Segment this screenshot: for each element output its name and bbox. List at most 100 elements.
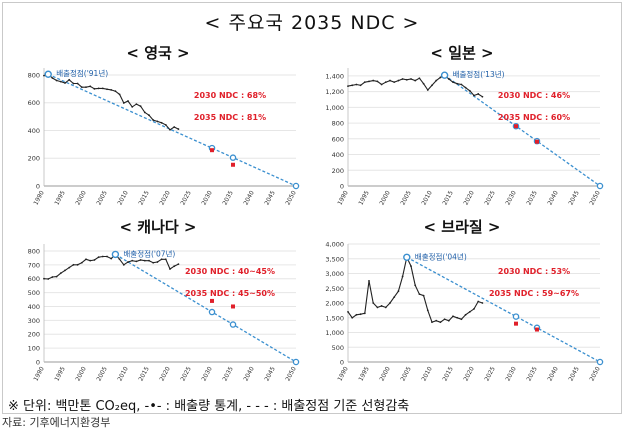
emissions-point	[139, 259, 142, 261]
emissions-point	[447, 319, 450, 322]
emissions-point	[401, 78, 404, 80]
ndc-label: 2030 NDC : 40~45%	[185, 267, 275, 276]
x-tick-label: 2020	[158, 366, 171, 383]
chart-uk: 0 200 400 600 800 1990 1995 2000 2005 2010 2015 202…	[14, 60, 304, 210]
x-tick-label: 2025	[179, 190, 192, 207]
emissions-point	[355, 313, 358, 316]
y-tick-label: 1,200	[325, 88, 344, 96]
x-tick-label: 1990	[32, 190, 45, 207]
x-tick-label: 2020	[462, 190, 475, 207]
emissions-point	[477, 300, 480, 303]
trend-marker	[229, 154, 237, 161]
y-tick-label: 800	[28, 247, 40, 255]
x-tick-label: 2020	[158, 190, 171, 207]
emissions-point	[380, 305, 383, 307]
x-tick-label: 2040	[242, 366, 255, 383]
x-tick-label: 2030	[200, 190, 213, 207]
emissions-point	[139, 105, 142, 108]
emissions-point	[80, 261, 83, 264]
panel-title-uk: < 영국 >	[126, 44, 190, 62]
emissions-point	[477, 93, 480, 95]
x-tick-label: 2035	[525, 366, 538, 383]
emissions-point	[355, 83, 358, 86]
emissions-point	[127, 100, 129, 102]
emissions-point	[118, 258, 121, 261]
x-tick-label: 1995	[357, 190, 370, 207]
emissions-point	[452, 315, 454, 318]
y-tick-label: 400	[28, 303, 40, 311]
emissions-point	[464, 313, 467, 316]
source-note: 자료: 기후에너지환경부	[2, 416, 111, 429]
emissions-point	[351, 84, 354, 87]
emissions-point	[80, 86, 83, 89]
emissions-point	[169, 268, 171, 270]
emissions-point	[76, 82, 79, 85]
emissions-point	[101, 87, 104, 90]
emissions-point	[452, 81, 454, 84]
emissions-point	[122, 263, 125, 266]
emissions-point	[376, 306, 379, 309]
peak-label: 배출정점('91년)	[56, 68, 108, 78]
legend-note: ※ 단위: 백만톤 CO₂eq, -•- : 배출량 통계, - - - : 배…	[8, 399, 410, 414]
emissions-point	[473, 94, 475, 97]
x-tick-label: 2050	[284, 190, 297, 207]
emissions-point	[468, 310, 471, 313]
emissions-point	[64, 82, 66, 84]
emissions-point	[93, 259, 96, 261]
trend-line	[444, 74, 601, 187]
emissions-point	[460, 83, 463, 86]
emissions-point	[85, 258, 87, 261]
x-tick-label: 2050	[588, 190, 601, 207]
ndc-target-marker	[231, 162, 235, 167]
ndc-target-marker	[514, 124, 518, 129]
emissions-point	[347, 310, 349, 313]
y-tick-label: 2,000	[325, 300, 344, 308]
emissions-point	[481, 95, 484, 98]
emissions-point	[368, 279, 370, 282]
x-tick-label: 2025	[179, 366, 192, 383]
emissions-point	[372, 79, 375, 82]
x-tick-label: 2015	[137, 366, 150, 383]
ndc-label: 2035 NDC : 45~50%	[185, 289, 275, 298]
panel-title-canada: < 캐나다 >	[119, 218, 197, 236]
emissions-point	[173, 265, 176, 268]
emissions-point	[456, 82, 459, 85]
y-tick-label: 600	[28, 99, 40, 107]
x-tick-label: 2005	[95, 366, 108, 383]
trend-end-marker	[596, 182, 604, 190]
ndc-label: 2035 NDC : 81%	[194, 113, 266, 122]
y-tick-label: 500	[332, 344, 344, 352]
emissions-point	[59, 80, 62, 83]
figure-frame	[2, 2, 622, 414]
y-tick-label: 1,000	[325, 104, 344, 112]
emissions-point	[414, 79, 417, 82]
ndc-target-marker	[231, 304, 235, 309]
ndc-label: 2035 NDC : 59~67%	[489, 289, 579, 298]
x-tick-label: 2015	[441, 366, 454, 383]
emissions-point	[376, 80, 379, 83]
emissions-point	[51, 276, 54, 278]
emissions-point	[393, 81, 396, 84]
emissions-point	[173, 126, 176, 128]
emissions-point	[97, 256, 100, 259]
ndc-target-marker	[210, 298, 214, 303]
emissions-point	[93, 87, 96, 90]
x-tick-label: 2040	[546, 190, 559, 207]
x-tick-label: 1995	[357, 366, 370, 383]
x-tick-label: 1990	[336, 190, 349, 207]
emissions-point	[148, 114, 150, 117]
x-tick-label: 2040	[242, 190, 255, 207]
emissions-point	[435, 79, 438, 82]
peak-label: 배출정점('13년)	[453, 69, 505, 79]
emissions-point	[55, 275, 58, 278]
y-tick-label: 2,500	[325, 285, 344, 293]
emissions-point	[143, 259, 146, 262]
emissions-point	[468, 89, 471, 92]
y-tick-label: 1,500	[325, 314, 344, 322]
x-tick-label: 1995	[53, 190, 66, 207]
ndc-label: 2030 NDC : 53%	[498, 267, 570, 276]
x-tick-label: 2035	[525, 190, 538, 207]
trend-line	[406, 256, 601, 363]
y-tick-label: 200	[332, 167, 344, 175]
emissions-point	[152, 119, 155, 121]
